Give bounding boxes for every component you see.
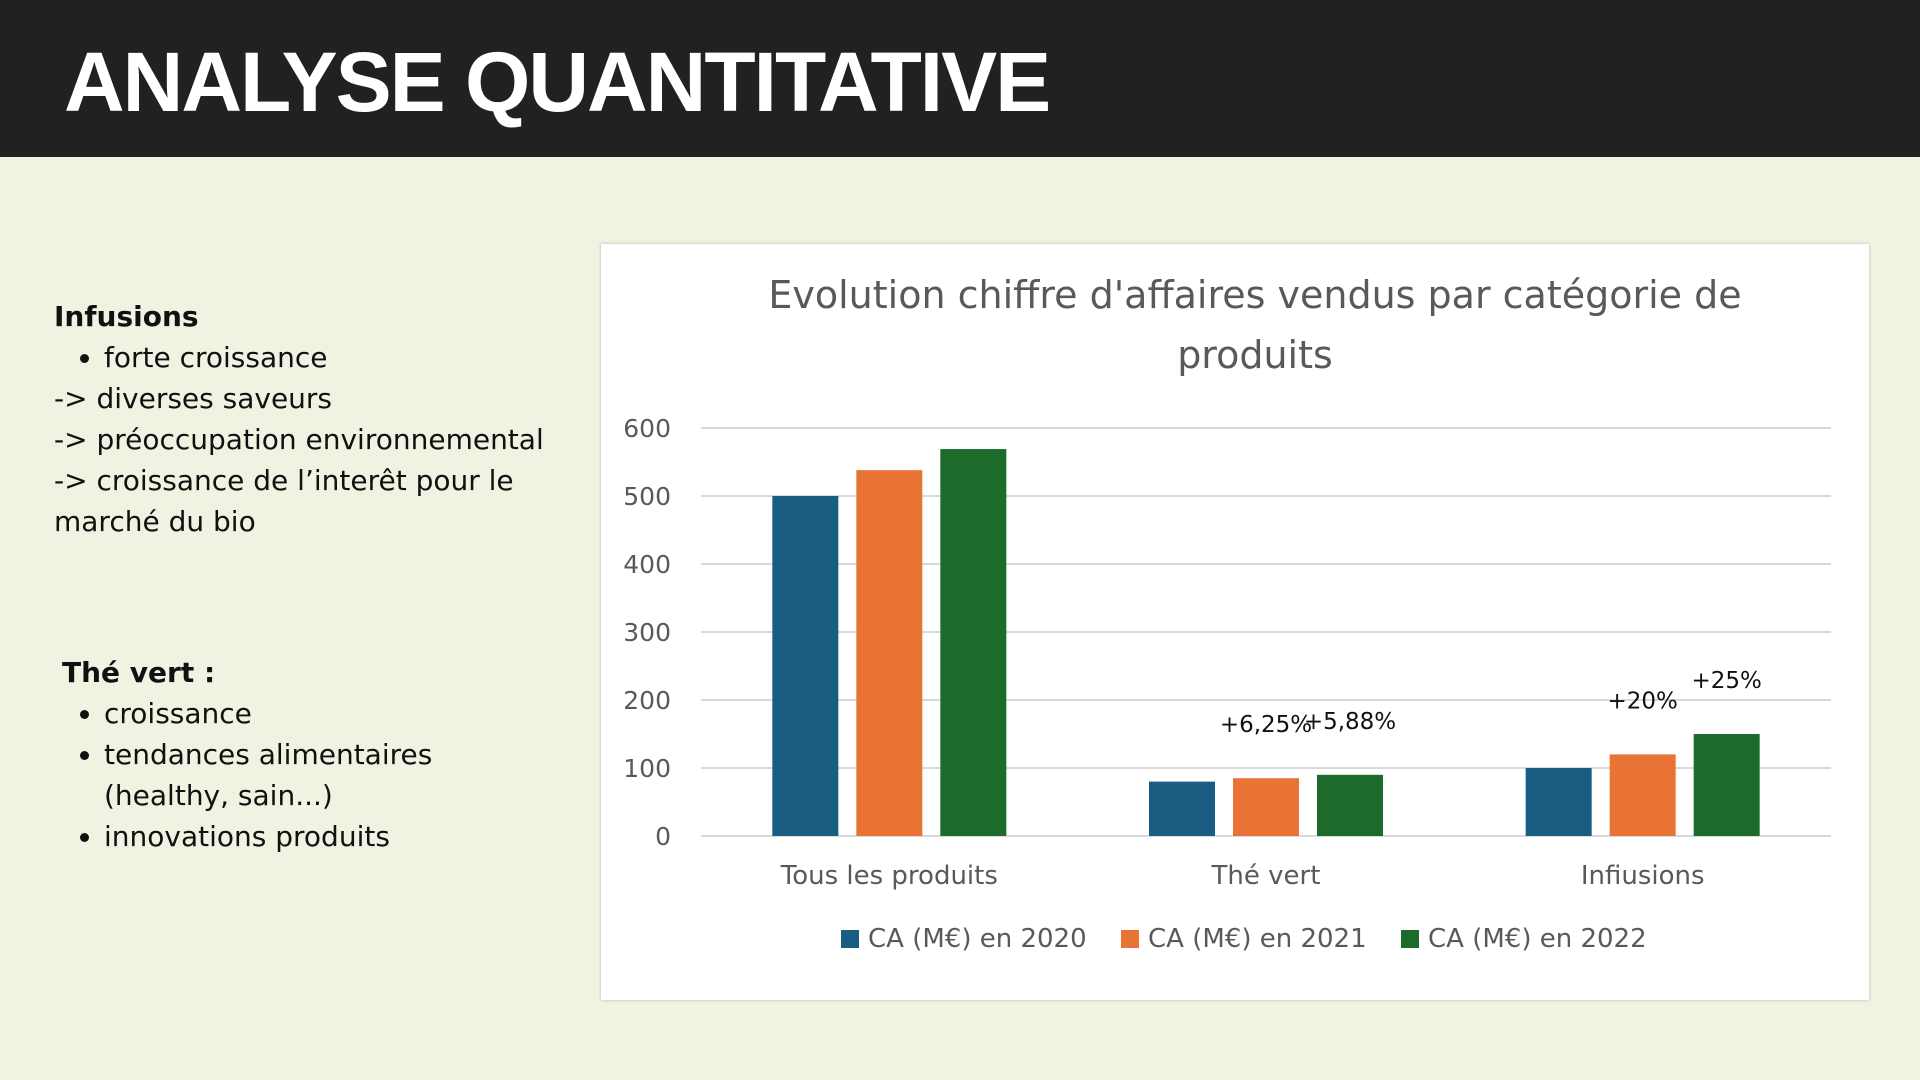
data-label: +20%: [1607, 688, 1677, 714]
y-tick-label: 300: [623, 618, 671, 647]
bar: [940, 449, 1007, 836]
legend-swatch: [1121, 930, 1139, 948]
x-tick-label: Thé vert: [1211, 861, 1321, 891]
bar: [1233, 778, 1299, 836]
chart-card: Evolution chiffre d'affaires vendus par …: [601, 244, 1869, 1000]
list-item: -> croissance de l’interêt pour le march…: [54, 464, 514, 538]
header-bar: ANALYSE QUANTITATIVE: [0, 0, 1920, 157]
list-item: forte croissance: [104, 337, 574, 378]
legend-swatch: [1401, 930, 1419, 948]
bar: [856, 470, 923, 836]
y-tick-label: 200: [623, 686, 671, 715]
list-item: -> préoccupation environnemental: [54, 423, 544, 456]
x-tick-label: Infiusions: [1581, 861, 1705, 891]
page-title: ANALYSE QUANTITATIVE: [64, 35, 1051, 129]
bar: [1149, 781, 1215, 836]
bar: [772, 496, 839, 836]
list-item: innovations produits: [104, 816, 532, 857]
legend-label: CA (M€) en 2021: [1148, 924, 1367, 954]
y-tick-label: 0: [655, 822, 671, 851]
bar: [1609, 754, 1676, 836]
legend-swatch: [841, 930, 859, 948]
legend-label: CA (M€) en 2020: [868, 924, 1087, 954]
chart-title: Evolution chiffre d'affaires vendus par …: [768, 273, 1741, 317]
data-label: +6,25%: [1220, 712, 1312, 738]
list-item: croissance: [104, 693, 532, 734]
data-label: +5,88%: [1304, 709, 1396, 735]
bar: [1525, 768, 1592, 836]
chart-title: produits: [1177, 333, 1333, 377]
bar-chart: Evolution chiffre d'affaires vendus par …: [623, 273, 1831, 954]
list-item: tendances alimentaires (healthy, sain...…: [104, 734, 532, 816]
notes-the-vert-heading: Thé vert :: [62, 656, 216, 689]
legend-label: CA (M€) en 2022: [1428, 924, 1647, 954]
data-label: +25%: [1691, 668, 1761, 694]
y-tick-label: 100: [623, 754, 671, 783]
bar: [1317, 774, 1383, 836]
notes-infusions-heading: Infusions: [54, 300, 199, 333]
notes-the-vert-bullets: croissance tendances alimentaires (healt…: [62, 693, 532, 857]
notes-infusions-bullets: forte croissance: [54, 337, 574, 378]
bar: [1693, 734, 1760, 836]
notes-the-vert: Thé vert : croissance tendances alimenta…: [62, 652, 532, 857]
list-item: -> diverses saveurs: [54, 382, 333, 415]
y-tick-label: 600: [623, 414, 671, 443]
y-tick-label: 400: [623, 550, 671, 579]
notes-infusions: Infusions forte croissance -> diverses s…: [54, 296, 574, 542]
x-tick-label: Tous les produits: [780, 861, 998, 891]
y-tick-label: 500: [623, 482, 671, 511]
